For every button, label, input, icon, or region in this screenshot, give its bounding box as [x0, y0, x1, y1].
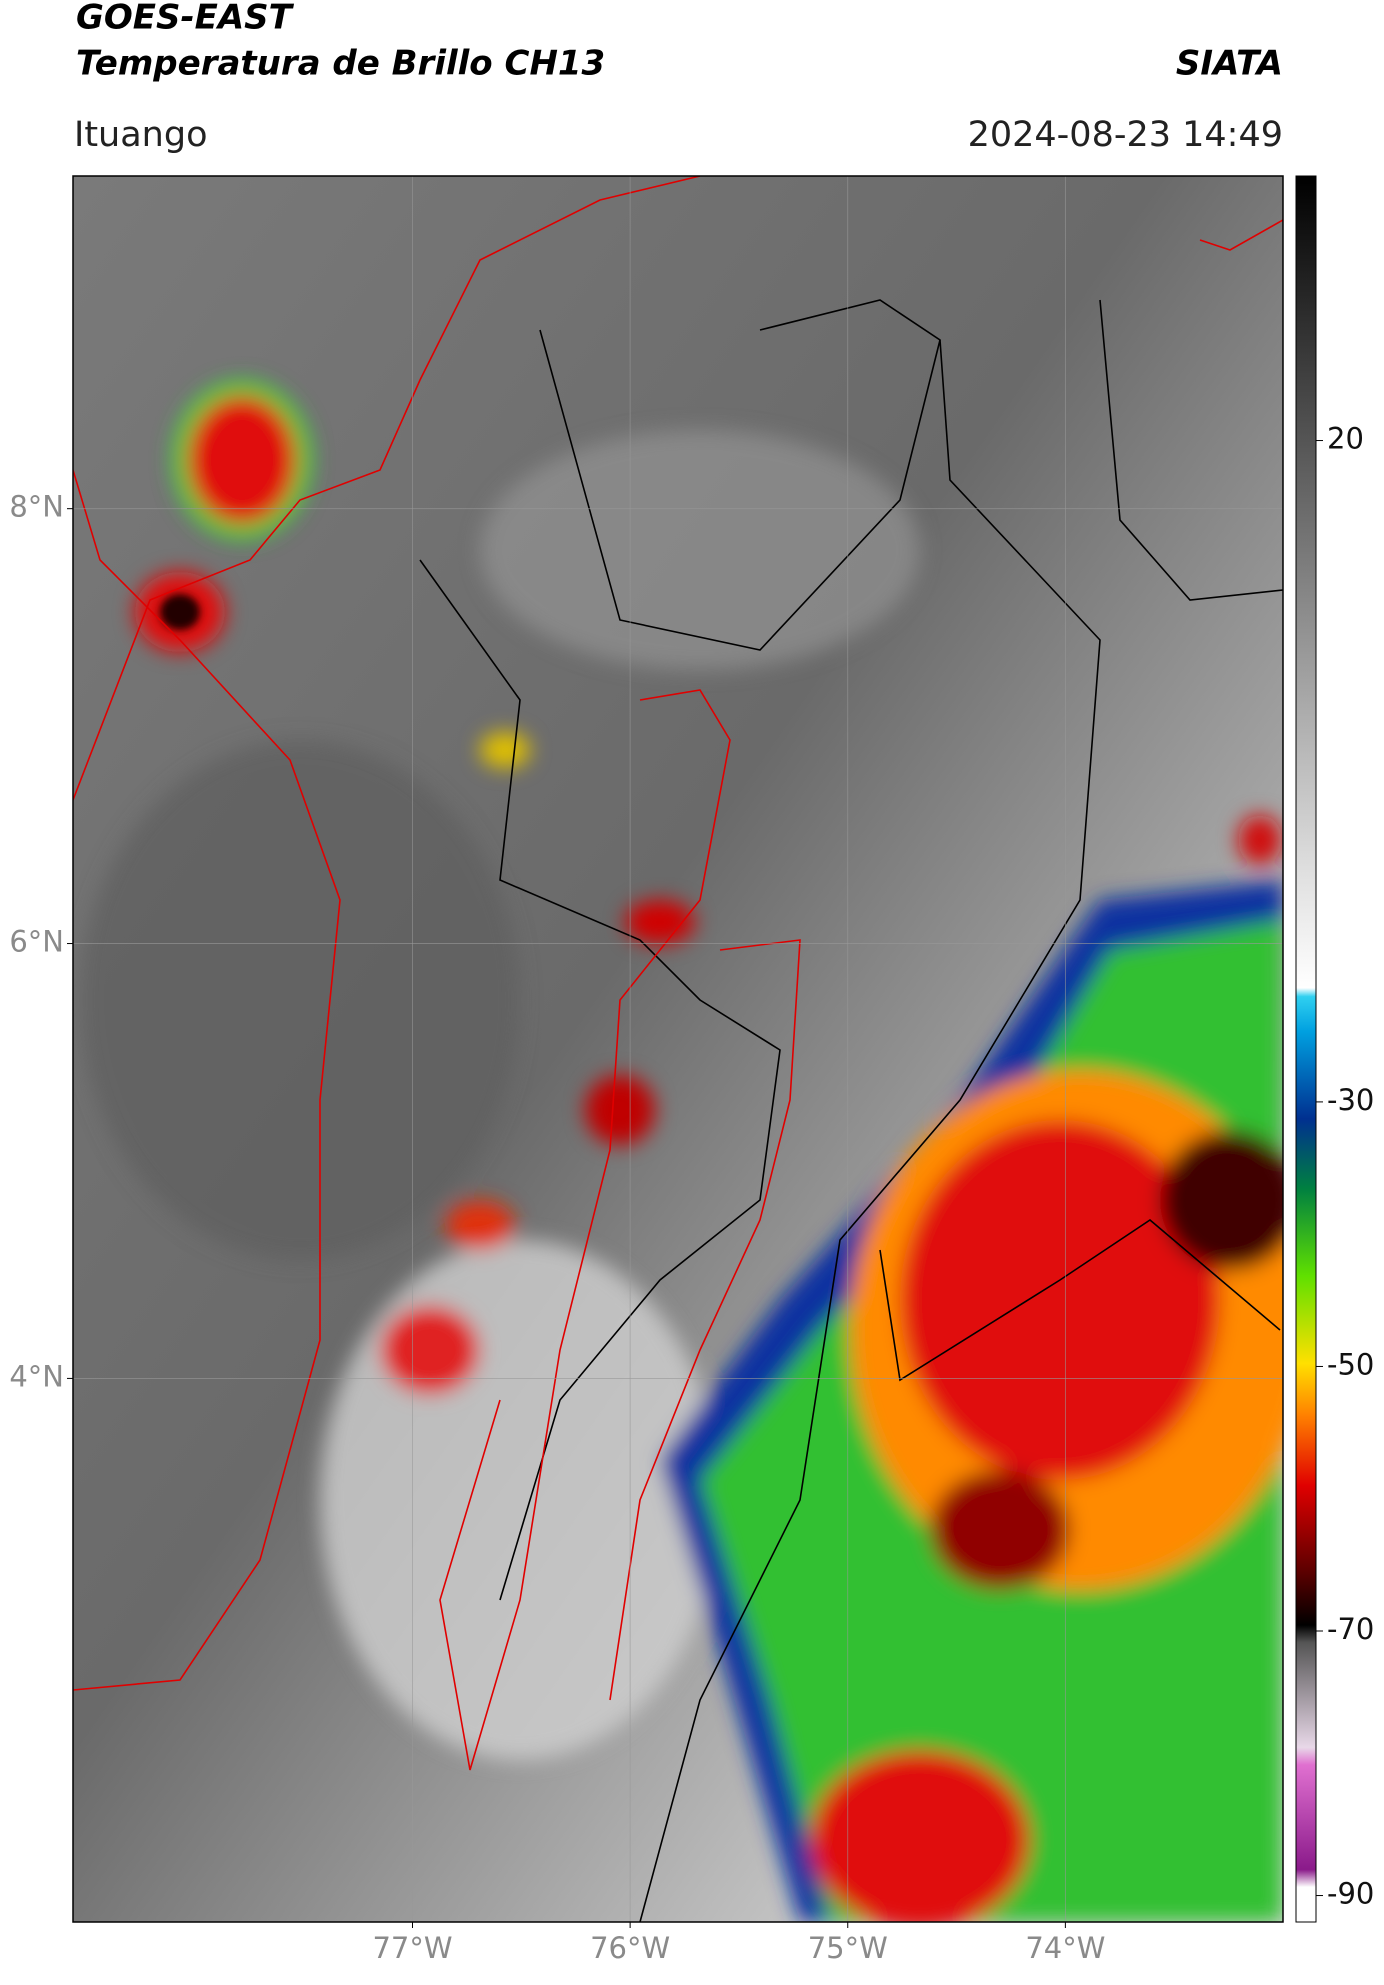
datetime: 2024-08-23 14:49	[968, 115, 1283, 155]
satellite-name: GOES-EAST	[76, 0, 295, 38]
colorbar-tick-label: 20	[1327, 422, 1364, 456]
colorbar-tick-label: -50	[1327, 1347, 1374, 1381]
lon-tick-label: 77°W	[372, 1931, 452, 1965]
map-frame	[72, 175, 1284, 1923]
colorbar-tick-label: -90	[1327, 1877, 1374, 1911]
graticule	[73, 176, 1283, 1922]
lat-tick-label: 4°N	[9, 1359, 64, 1393]
lon-tick-label: 75°W	[808, 1931, 888, 1965]
colorbar-tick-label: -70	[1327, 1612, 1374, 1646]
satellite-image	[73, 176, 1283, 1922]
lon-tick-label: 74°W	[1025, 1931, 1105, 1965]
lat-tick-label: 8°N	[9, 490, 64, 524]
agency: SIATA	[1176, 44, 1283, 84]
lat-tick-label: 6°N	[9, 925, 64, 959]
product-name: Temperatura de Brillo CH13	[76, 44, 605, 84]
colorbar-tick-label: -30	[1327, 1083, 1374, 1117]
location: Ituango	[74, 115, 208, 155]
colorbar	[1295, 175, 1317, 1923]
lon-tick-label: 76°W	[590, 1931, 670, 1965]
